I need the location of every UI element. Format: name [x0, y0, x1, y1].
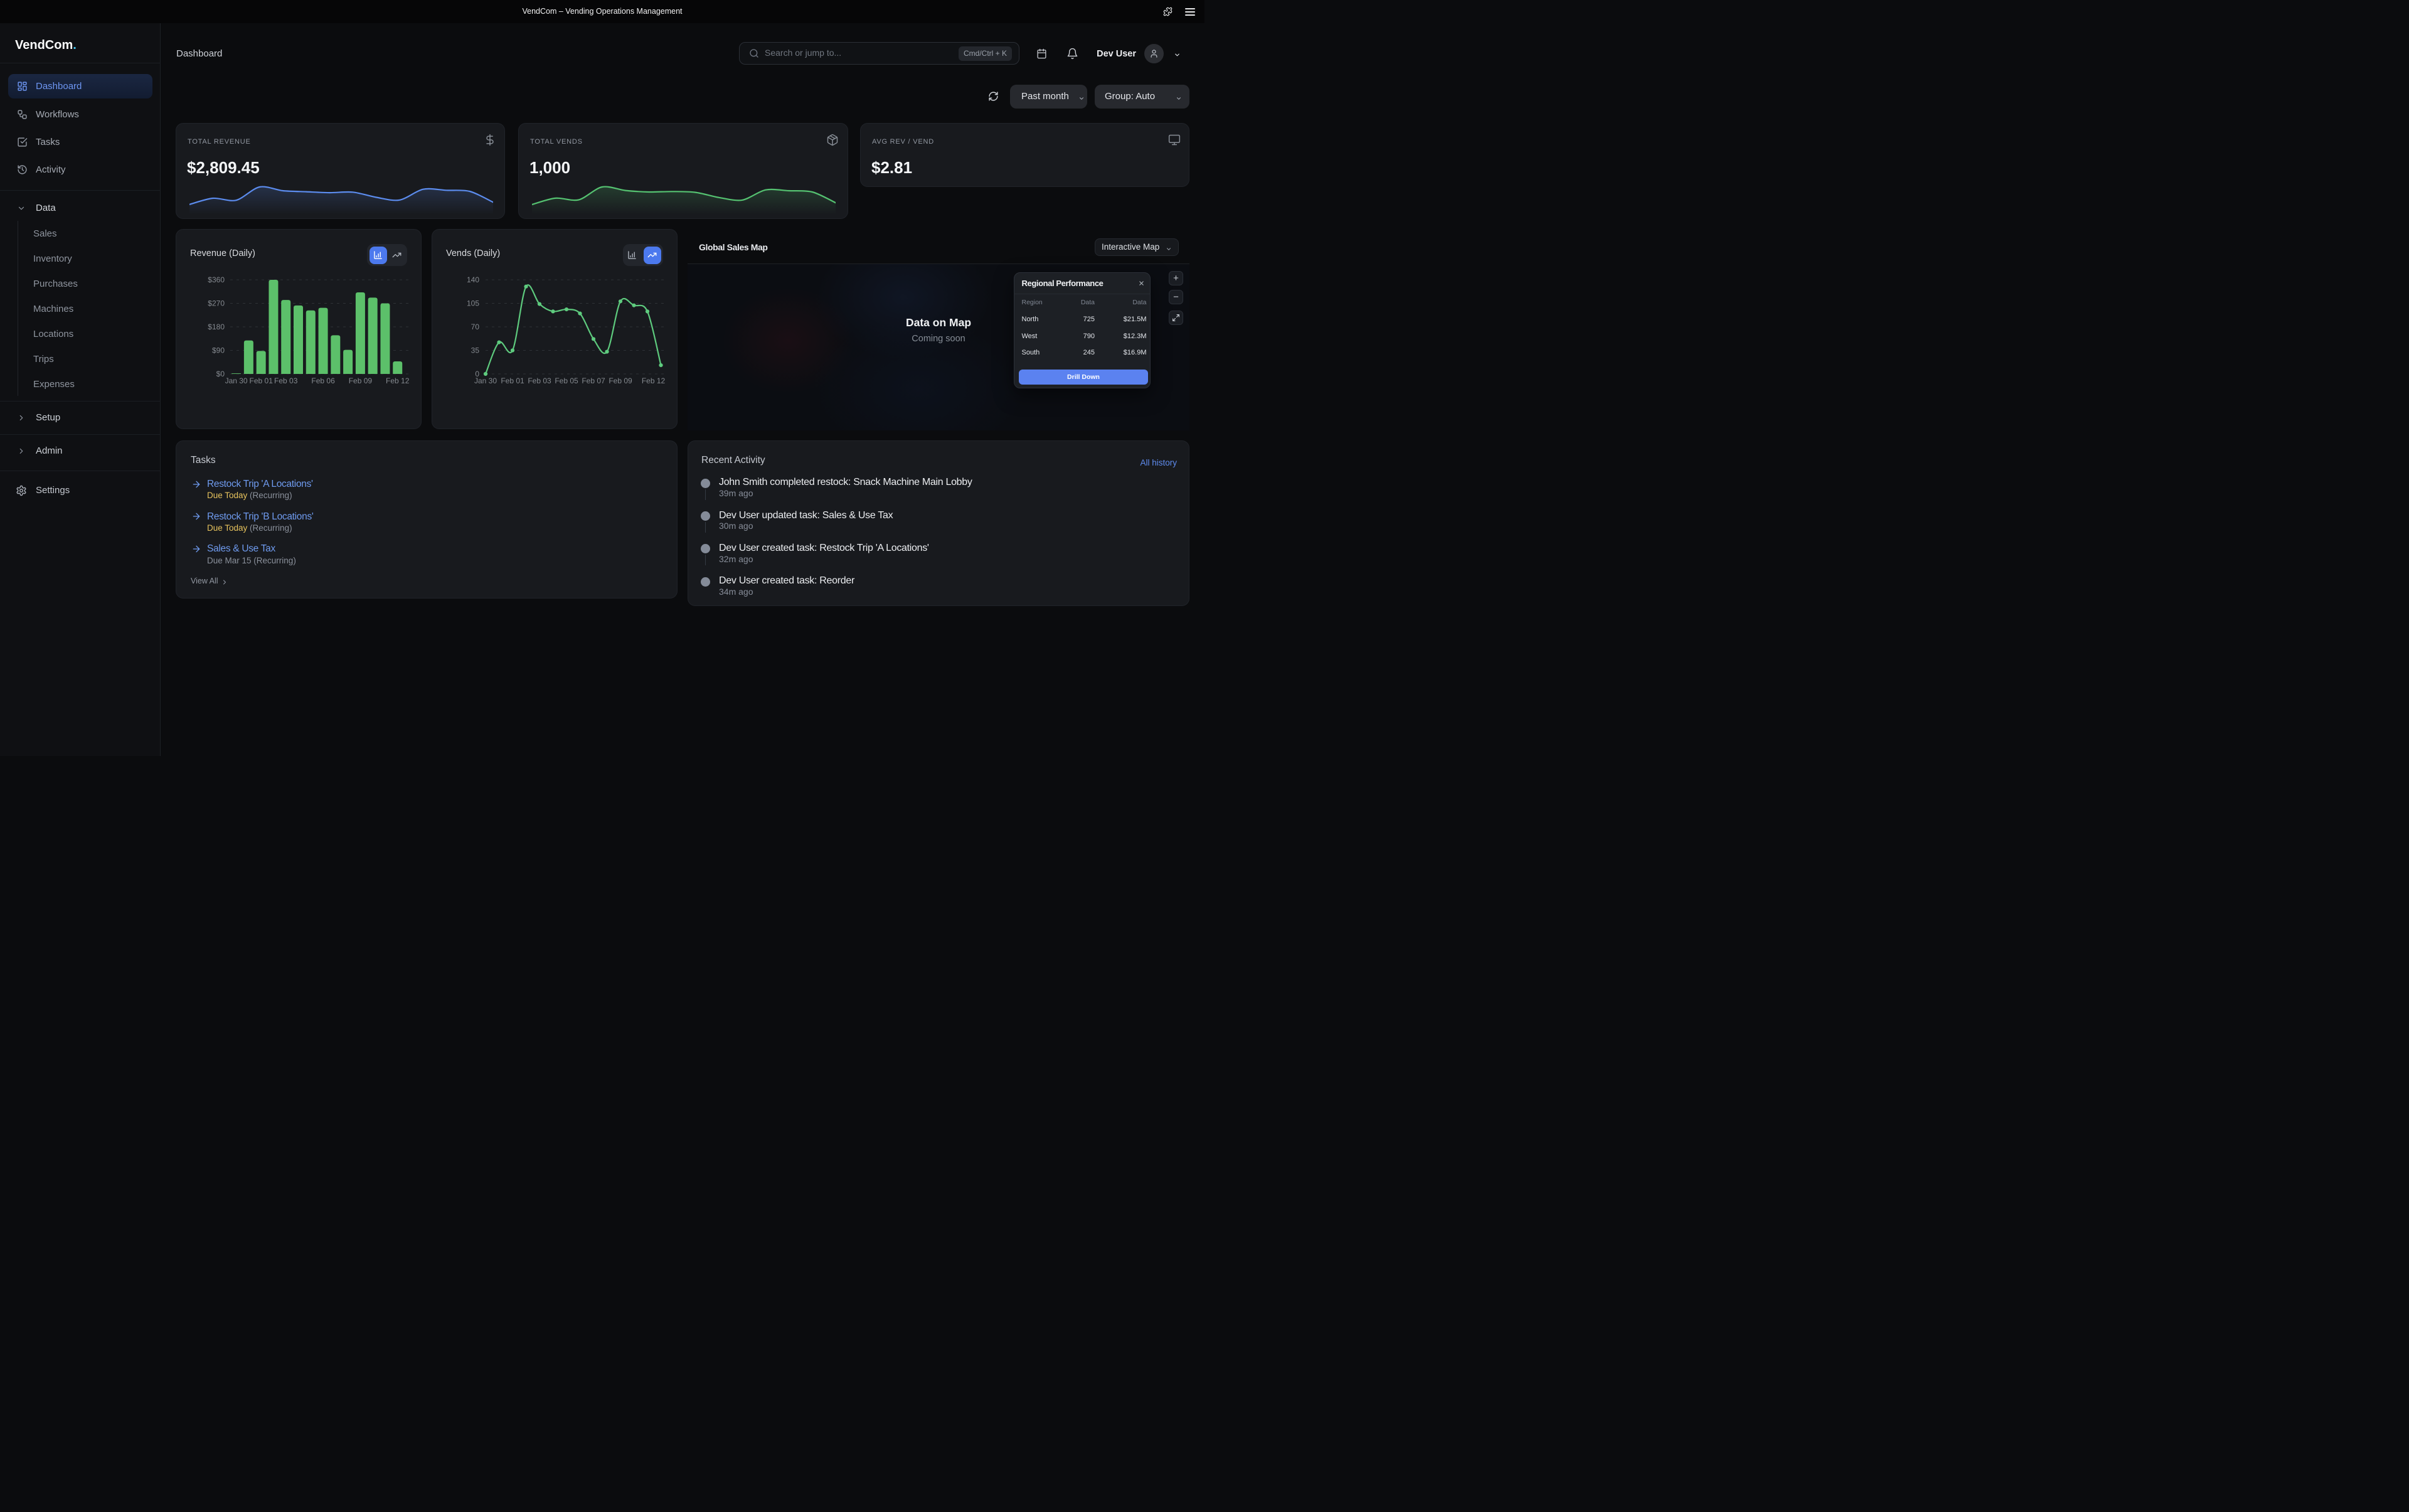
svg-text:$360: $360: [208, 275, 225, 284]
svg-text:Feb 03: Feb 03: [528, 376, 551, 385]
svg-text:Feb 01: Feb 01: [501, 376, 524, 385]
svg-text:Feb 01: Feb 01: [250, 376, 274, 385]
svg-text:Feb 09: Feb 09: [609, 376, 632, 385]
svg-text:Feb 12: Feb 12: [642, 376, 666, 385]
svg-text:$270: $270: [208, 299, 225, 308]
svg-text:$0: $0: [216, 370, 225, 378]
svg-text:0: 0: [475, 370, 479, 378]
svg-text:Feb 05: Feb 05: [555, 376, 578, 385]
svg-text:Feb 06: Feb 06: [311, 376, 335, 385]
svg-text:$90: $90: [212, 346, 225, 355]
svg-text:$180: $180: [208, 322, 225, 331]
svg-text:Feb 07: Feb 07: [582, 376, 605, 385]
svg-text:140: 140: [467, 275, 479, 284]
svg-text:105: 105: [467, 299, 479, 308]
svg-text:35: 35: [471, 346, 480, 355]
svg-text:Feb 12: Feb 12: [386, 376, 410, 385]
svg-text:Feb 09: Feb 09: [349, 376, 373, 385]
svg-text:Feb 03: Feb 03: [274, 376, 298, 385]
svg-text:70: 70: [471, 322, 480, 331]
svg-text:Jan 30: Jan 30: [225, 376, 248, 385]
svg-text:Jan 30: Jan 30: [474, 376, 497, 385]
